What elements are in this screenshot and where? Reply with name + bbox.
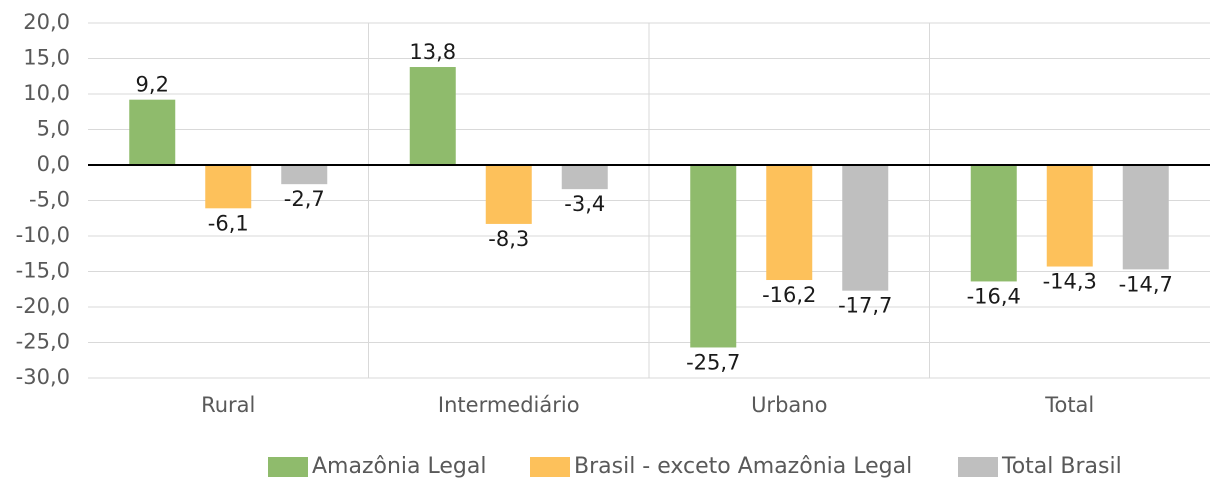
legend-swatch xyxy=(958,457,998,477)
value-label: 9,2 xyxy=(136,73,169,97)
value-label: -17,7 xyxy=(838,294,892,318)
x-tick-label: Rural xyxy=(201,393,255,417)
bar xyxy=(1122,165,1169,270)
x-tick-label: Total xyxy=(1044,393,1094,417)
bar xyxy=(205,165,252,209)
y-tick-label: -5,0 xyxy=(29,188,70,212)
bar xyxy=(561,165,608,190)
legend-swatch xyxy=(268,457,308,477)
x-tick-label: Intermediário xyxy=(438,393,580,417)
y-tick-label: -15,0 xyxy=(16,259,70,283)
legend-label: Brasil - exceto Amazônia Legal xyxy=(574,454,912,479)
legend-label: Total Brasil xyxy=(1001,454,1122,479)
value-label: -25,7 xyxy=(686,350,740,374)
bar xyxy=(690,165,737,348)
bar xyxy=(1046,165,1093,267)
y-tick-label: 15,0 xyxy=(23,46,70,70)
value-label: -14,3 xyxy=(1043,270,1097,294)
bar xyxy=(485,165,532,224)
y-tick-label: -10,0 xyxy=(16,223,70,247)
legend-swatch xyxy=(530,457,570,477)
value-label: -16,2 xyxy=(762,283,816,307)
y-tick-label: 20,0 xyxy=(23,10,70,34)
legend-label: Amazônia Legal xyxy=(312,454,486,479)
value-label: -14,7 xyxy=(1119,272,1173,296)
value-label: -2,7 xyxy=(284,187,325,211)
bar xyxy=(129,99,176,165)
value-label: -3,4 xyxy=(564,192,605,216)
value-label: 13,8 xyxy=(409,40,456,64)
bar xyxy=(970,165,1017,282)
y-tick-label: 0,0 xyxy=(37,152,70,176)
y-tick-label: -20,0 xyxy=(16,294,70,318)
y-tick-label: -30,0 xyxy=(16,365,70,389)
bar xyxy=(409,67,456,165)
bar xyxy=(766,165,813,281)
y-tick-label: 5,0 xyxy=(37,117,70,141)
value-label: -6,1 xyxy=(208,211,249,235)
value-label: -16,4 xyxy=(967,284,1021,308)
x-tick-label: Urbano xyxy=(751,393,827,417)
y-tick-label: 10,0 xyxy=(23,81,70,105)
y-tick-label: -25,0 xyxy=(16,330,70,354)
bar xyxy=(281,165,328,185)
value-label: -8,3 xyxy=(488,227,529,251)
bar xyxy=(842,165,889,291)
